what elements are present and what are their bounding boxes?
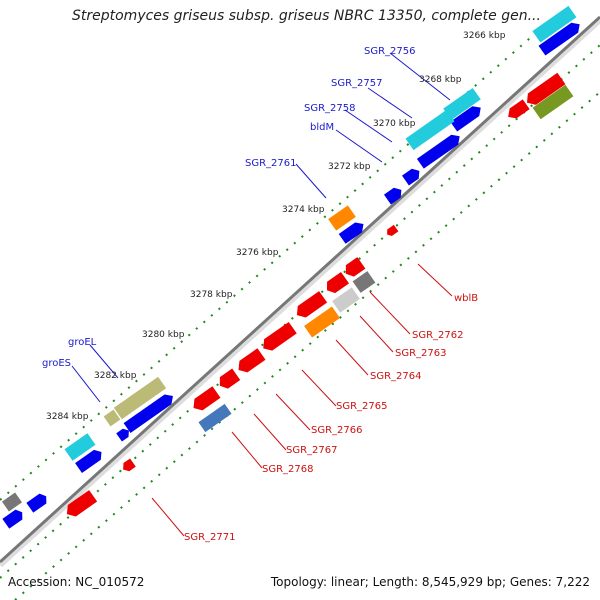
gene-blue-2756[interactable]	[450, 103, 484, 132]
gene-label[interactable]: SGR_2761	[245, 158, 297, 169]
tick-label: 3278 kbp	[190, 290, 233, 300]
gene-label[interactable]: wblB	[454, 293, 478, 304]
gene-red-b[interactable]	[323, 271, 350, 296]
gene-label[interactable]: SGR_2764	[370, 371, 422, 382]
gene-red-2771[interactable]	[120, 458, 136, 473]
gene-red-wblb[interactable]	[385, 224, 399, 238]
gene-label[interactable]: SGR_2758	[304, 103, 356, 114]
gene-orange-2764[interactable]	[304, 306, 340, 338]
gene-labels-bottom: wblB SGR_2762 SGR_2763 SGR_2764 SGR_2765…	[184, 293, 478, 543]
gene-red-2768[interactable]	[190, 386, 221, 414]
map-title: Streptomyces griseus subsp. griseus NBRC…	[72, 8, 541, 24]
tick-label: 3272 kbp	[328, 162, 371, 172]
gene-labels-top: SGR_2756 SGR_2757 SGR_2758 bldM SGR_2761…	[42, 46, 416, 369]
gene-red-2766[interactable]	[235, 348, 266, 376]
gene-label[interactable]: bldM	[310, 122, 334, 133]
leader-lines-bottom	[151, 263, 453, 537]
gene-red-top-right[interactable]	[523, 72, 566, 109]
gene-blue-edge1[interactable]	[2, 507, 25, 529]
gene-red-c[interactable]	[293, 291, 328, 321]
gene-blue-2758[interactable]	[416, 131, 463, 169]
gene-label[interactable]: SGR_2768	[262, 464, 314, 475]
gene-darkolive[interactable]	[532, 84, 574, 120]
gene-label[interactable]: SGR_2763	[395, 348, 447, 359]
tick-labels: 3266 kbp 3268 kbp 3270 kbp 3272 kbp 3274…	[46, 31, 506, 422]
genes-above	[2, 5, 584, 529]
gene-red-bottom-left[interactable]	[63, 490, 98, 520]
gene-cyan-top1[interactable]	[532, 5, 577, 43]
gene-blue-edge2[interactable]	[26, 491, 49, 513]
gene-gray-2762[interactable]	[352, 271, 376, 293]
gene-cyan-2757[interactable]	[405, 109, 455, 151]
tick-label: 3280 kbp	[142, 330, 185, 340]
gene-cyan-2756[interactable]	[443, 87, 481, 121]
gene-blue-2761[interactable]	[384, 185, 405, 205]
gene-label[interactable]: SGR_2767	[286, 445, 338, 456]
gene-label[interactable]: SGR_2771	[184, 532, 236, 543]
gene-blue-small[interactable]	[116, 426, 132, 442]
gene-red-2767[interactable]	[216, 368, 241, 392]
tick-label: 3276 kbp	[236, 248, 279, 258]
gene-label[interactable]: SGR_2766	[311, 425, 363, 436]
tick-label: 3284 kbp	[46, 412, 89, 422]
gene-red-2765[interactable]	[259, 321, 297, 354]
genome-backbone-shadow	[0, 17, 600, 568]
gene-label[interactable]: SGR_2762	[412, 330, 464, 341]
gene-lightgray-2763[interactable]	[332, 287, 360, 313]
outer-dotted-track-top	[0, 24, 546, 501]
gene-olive-groel[interactable]	[113, 376, 167, 420]
genes-below	[63, 72, 574, 520]
leader-lines-top	[71, 52, 451, 403]
gene-blue-groel[interactable]	[123, 391, 177, 433]
gene-cyan-left[interactable]	[64, 433, 96, 461]
gene-red-top-right2[interactable]	[505, 99, 530, 121]
gene-olive-groes[interactable]	[103, 409, 121, 427]
outer-dotted-track-bottom	[14, 91, 600, 600]
gene-blue-left[interactable]	[75, 447, 105, 473]
tick-label: 3282 kbp	[94, 371, 137, 381]
gene-label[interactable]: groEL	[68, 337, 97, 348]
gene-blue-top1[interactable]	[538, 19, 584, 56]
gene-gray-left[interactable]	[2, 492, 22, 512]
gene-label[interactable]: SGR_2765	[336, 401, 388, 412]
gene-steelblue-2768[interactable]	[198, 403, 232, 433]
tick-label: 3266 kbp	[463, 31, 506, 41]
accession-text: Accession: NC_010572	[8, 575, 145, 589]
tick-label: 3270 kbp	[373, 119, 416, 129]
gene-label[interactable]: SGR_2757	[331, 78, 383, 89]
gene-label[interactable]: groES	[42, 358, 71, 369]
gene-blue-top-mid[interactable]	[338, 219, 367, 244]
gene-red-a[interactable]	[342, 257, 366, 279]
gene-label[interactable]: SGR_2756	[364, 46, 416, 57]
gene-blue-bldm[interactable]	[402, 166, 423, 186]
genome-summary-text: Topology: linear; Length: 8,545,929 bp; …	[270, 575, 590, 589]
gene-orange-top[interactable]	[328, 205, 356, 231]
genome-backbone	[0, 15, 600, 564]
tick-label: 3268 kbp	[419, 75, 462, 85]
tick-label: 3274 kbp	[282, 205, 325, 215]
